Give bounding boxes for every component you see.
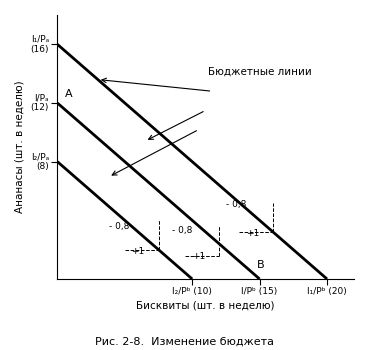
Y-axis label: Ананасы (шт. в неделю): Ананасы (шт. в неделю) [15, 81, 25, 213]
Text: +1: +1 [131, 247, 145, 256]
Text: Бюджетные линии: Бюджетные линии [208, 66, 312, 76]
Text: A: A [65, 89, 72, 99]
Text: Рис. 2-8.  Изменение бюджета: Рис. 2-8. Изменение бюджета [95, 336, 274, 346]
Text: +1: +1 [246, 229, 259, 238]
Text: B: B [257, 260, 265, 270]
Text: - 0,8: - 0,8 [226, 199, 246, 209]
Text: - 0,8: - 0,8 [172, 226, 192, 235]
X-axis label: Бисквиты (шт. в неделю): Бисквиты (шт. в неделю) [137, 301, 275, 310]
Text: +1: +1 [192, 252, 206, 261]
Text: - 0,8: - 0,8 [108, 222, 129, 231]
